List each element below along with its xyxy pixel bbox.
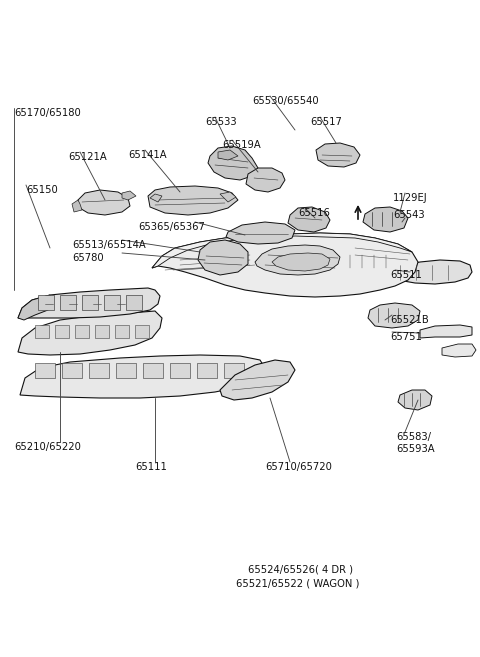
Polygon shape (363, 207, 408, 232)
Text: 65751: 65751 (390, 332, 422, 342)
Polygon shape (95, 325, 109, 338)
Polygon shape (35, 325, 49, 338)
Text: 65543: 65543 (393, 210, 425, 220)
Polygon shape (143, 363, 163, 378)
Polygon shape (224, 363, 244, 378)
Polygon shape (126, 295, 142, 310)
Polygon shape (170, 363, 190, 378)
Polygon shape (150, 194, 162, 202)
Text: 65530/65540: 65530/65540 (252, 96, 319, 106)
Polygon shape (104, 295, 120, 310)
Text: 65521/65522 ( WAGON ): 65521/65522 ( WAGON ) (236, 578, 360, 588)
Polygon shape (220, 360, 295, 400)
Text: 65511: 65511 (390, 270, 422, 280)
Text: 65710/65720: 65710/65720 (265, 462, 332, 472)
Text: 65513/65514A: 65513/65514A (72, 240, 146, 250)
Polygon shape (288, 207, 330, 232)
Polygon shape (62, 363, 82, 378)
Polygon shape (72, 200, 82, 212)
Polygon shape (272, 253, 330, 271)
Polygon shape (35, 363, 55, 378)
Polygon shape (398, 390, 432, 410)
Text: 65141A: 65141A (128, 150, 167, 160)
Polygon shape (197, 363, 217, 378)
Polygon shape (442, 344, 476, 357)
Polygon shape (316, 143, 360, 167)
Text: 65521B: 65521B (390, 315, 429, 325)
Polygon shape (18, 311, 162, 355)
Polygon shape (20, 355, 265, 398)
Polygon shape (75, 325, 89, 338)
Polygon shape (255, 245, 340, 275)
Text: 65516: 65516 (298, 208, 330, 218)
Polygon shape (78, 190, 130, 215)
Polygon shape (60, 295, 76, 310)
Polygon shape (198, 240, 248, 275)
Text: 65210/65220: 65210/65220 (14, 442, 81, 452)
Text: 65150: 65150 (26, 185, 58, 195)
Polygon shape (208, 146, 258, 180)
Polygon shape (89, 363, 109, 378)
Text: 65517: 65517 (310, 117, 342, 127)
Polygon shape (82, 295, 98, 310)
Polygon shape (152, 233, 418, 297)
Polygon shape (115, 325, 129, 338)
Polygon shape (218, 150, 238, 160)
Polygon shape (122, 191, 136, 200)
Polygon shape (368, 303, 420, 328)
Polygon shape (152, 233, 412, 268)
Text: 65583/: 65583/ (396, 432, 431, 442)
Text: 65780: 65780 (72, 253, 104, 263)
Text: 65519A: 65519A (222, 140, 261, 150)
Polygon shape (220, 192, 236, 202)
Polygon shape (246, 168, 285, 192)
Text: 65170/65180: 65170/65180 (14, 108, 81, 118)
Text: 65533: 65533 (205, 117, 237, 127)
Polygon shape (390, 260, 472, 284)
Polygon shape (148, 186, 238, 215)
Text: 65121A: 65121A (68, 152, 107, 162)
Polygon shape (226, 222, 295, 244)
Polygon shape (18, 295, 50, 320)
Text: 65365/65367: 65365/65367 (138, 222, 205, 232)
Polygon shape (38, 295, 54, 310)
Text: 1129EJ: 1129EJ (393, 193, 428, 203)
Polygon shape (18, 288, 160, 318)
Polygon shape (135, 325, 149, 338)
Polygon shape (116, 363, 136, 378)
Polygon shape (420, 325, 472, 338)
Text: 65111: 65111 (135, 462, 167, 472)
Text: 65593A: 65593A (396, 444, 434, 454)
Polygon shape (55, 325, 69, 338)
Text: 65524/65526( 4 DR ): 65524/65526( 4 DR ) (248, 565, 353, 575)
